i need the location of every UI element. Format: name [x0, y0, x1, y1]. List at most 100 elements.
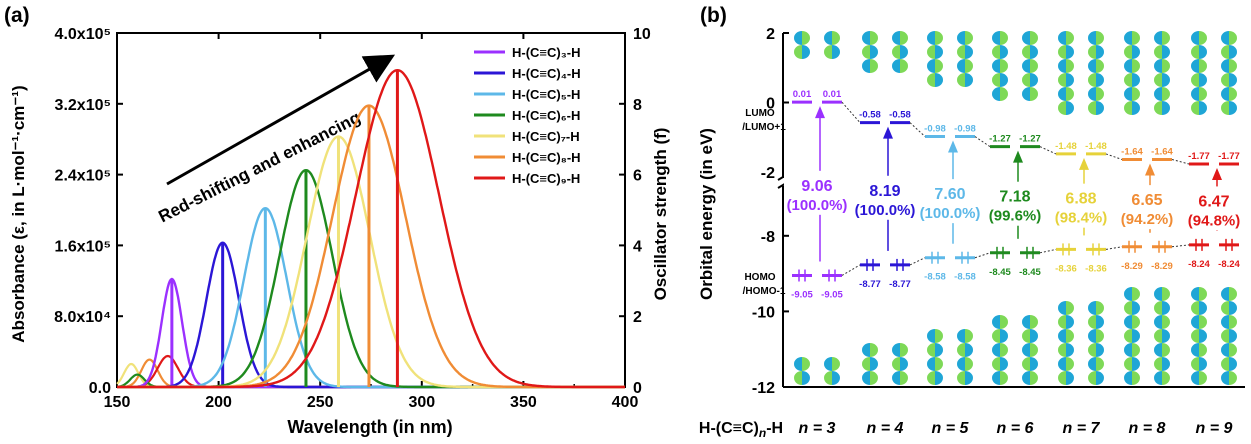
n-label: n = 3 — [799, 420, 836, 437]
orbital-lobe — [1066, 329, 1074, 343]
orbital-lobe — [1162, 301, 1170, 315]
orbital-isosurface — [862, 31, 878, 73]
x-tick-label: 200 — [205, 394, 232, 411]
orbital-lobe — [1221, 31, 1229, 45]
orbital-lobe — [892, 357, 900, 371]
orbital-lobe — [1132, 371, 1140, 385]
lumo-energy-label: -0.58 — [859, 110, 881, 121]
orbital-lobe — [1199, 73, 1207, 87]
gap-label-bg — [1181, 186, 1247, 231]
y2-tick-label: 2 — [633, 309, 642, 326]
lumo-energy-label: -1.77 — [1188, 151, 1210, 162]
orbital-lobe — [1191, 301, 1199, 315]
orbital-lobe — [1162, 59, 1170, 73]
orbital-lobe — [1132, 329, 1140, 343]
orbital-lobe — [1154, 329, 1162, 343]
orbital-lobe — [1124, 73, 1132, 87]
orbital-lobe — [1154, 101, 1162, 115]
orbital-lobe — [1199, 31, 1207, 45]
orbital-lobe — [892, 371, 900, 385]
lumo-energy-label: -1.64 — [1121, 146, 1143, 157]
lumo-connector — [1105, 153, 1123, 160]
orbital-lobe — [1066, 101, 1074, 115]
orbital-lobe — [1132, 31, 1140, 45]
x-tick-label: 150 — [104, 394, 131, 411]
orbital-lobe — [992, 315, 1000, 329]
orbital-lobe — [1229, 287, 1237, 301]
homo-energy-label: -9.05 — [821, 289, 843, 300]
y-tick-label: 8.0x10⁴ — [54, 309, 111, 326]
orbital-lobe — [1000, 371, 1008, 385]
orbital-lobe — [900, 45, 908, 59]
orbital-lobe — [1000, 59, 1008, 73]
homo-energy-label: -8.58 — [924, 272, 946, 283]
gap-label-bg — [917, 179, 983, 224]
orbital-lobe — [794, 371, 802, 385]
orbital-lobe — [927, 343, 935, 357]
orbital-lobe — [1229, 343, 1237, 357]
orbital-lobe — [1096, 329, 1104, 343]
orbital-lobe — [794, 45, 802, 59]
orbital-lobe — [1154, 287, 1162, 301]
orbital-lobe — [1030, 73, 1038, 87]
panel-a-plot: 150 200 250 300 350 400 0.0 8.0x10⁴ 1.6x10⁵ 2.4x1… — [54, 26, 651, 411]
transition-weight: (99.6%) — [989, 208, 1042, 225]
orbital-lobe — [965, 73, 973, 87]
orbital-lobe — [832, 371, 840, 385]
orbital-lobe — [927, 59, 935, 73]
orbital-lobe — [1132, 357, 1140, 371]
orbital-lobe — [965, 31, 973, 45]
orbital-isosurface — [824, 357, 840, 385]
orbital-lobe — [1162, 371, 1170, 385]
orbital-lobe — [1229, 357, 1237, 371]
orbital-lobe — [1058, 371, 1066, 385]
orbital-lobe — [1199, 357, 1207, 371]
orbital-lobe — [1132, 73, 1140, 87]
orbital-lobe — [1154, 59, 1162, 73]
orbital-lobe — [1132, 287, 1140, 301]
orbital-lobe — [1030, 59, 1038, 73]
orbital-column-n3: 0.01 0.01 -9.05 -9.05 9.06 (100.0%) n = 3 — [784, 31, 850, 437]
orbital-lobe — [1066, 301, 1074, 315]
lumo-energy-label: -0.98 — [924, 124, 946, 135]
orbital-lobe — [1154, 73, 1162, 87]
orbital-lobe — [1096, 371, 1104, 385]
homo-energy-label: -8.45 — [989, 267, 1011, 278]
legend-entry: H-(C≡C)₄-H — [512, 66, 581, 81]
orbital-lobe — [1154, 315, 1162, 329]
orbital-lobe — [935, 371, 943, 385]
orbital-lobe — [1229, 315, 1237, 329]
orbital-lobe — [992, 87, 1000, 101]
orbital-lobe — [992, 59, 1000, 73]
excitation-energy: 7.18 — [999, 189, 1030, 206]
legend-entry: H-(C≡C)₈-H — [512, 150, 581, 165]
orbital-lobe — [957, 343, 965, 357]
x-tick-label: 350 — [510, 394, 537, 411]
orbital-lobe — [1058, 315, 1066, 329]
y-tick-label: 1.6x10⁵ — [55, 238, 111, 255]
orbital-lobe — [1162, 87, 1170, 101]
orbital-lobe — [1022, 343, 1030, 357]
orbital-lobe — [900, 31, 908, 45]
orbital-lobe — [1096, 315, 1104, 329]
orbital-lobe — [957, 73, 965, 87]
orbital-lobe — [935, 59, 943, 73]
lumo-connector — [1039, 146, 1057, 155]
lumo1-energy-label: -1.64 — [1151, 146, 1173, 157]
homo-energy-label: -8.45 — [1019, 267, 1041, 278]
orbital-lobe — [1030, 343, 1038, 357]
panel-b-plot: 2 0 -2 -8 -10 -12 0.01 0.01 -9.05 -9.05 9.06 (100.0… — [752, 26, 1247, 437]
orbital-lobe — [1124, 287, 1132, 301]
orbital-lobe — [1162, 31, 1170, 45]
orbital-lobe — [1132, 343, 1140, 357]
orbital-lobe — [1022, 87, 1030, 101]
orbital-column-n5: -0.98 -0.98 -8.58 -8.58 7.60 (100.0%) n = 5 — [917, 31, 983, 437]
orbital-lobe — [965, 45, 973, 59]
orbital-lobe — [1154, 31, 1162, 45]
orbital-lobe — [1154, 301, 1162, 315]
y2-tick-label: 0 — [633, 380, 642, 397]
orbital-lobe — [992, 329, 1000, 343]
orbital-lobe — [1162, 45, 1170, 59]
orbital-lobe — [794, 357, 802, 371]
orbital-lobe — [1132, 87, 1140, 101]
